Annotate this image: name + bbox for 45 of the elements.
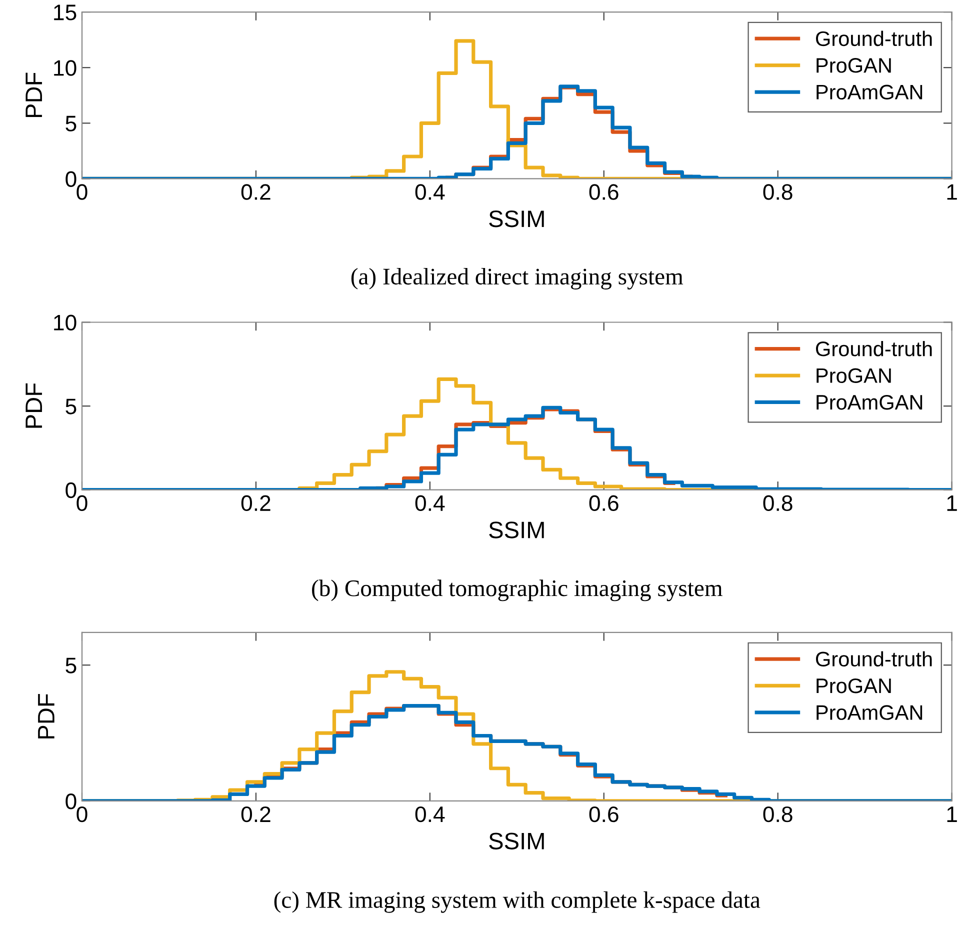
y-tick-label: 5 xyxy=(66,658,76,674)
y-axis-title: PDF xyxy=(26,72,42,118)
x-tick-label: 0.4 xyxy=(415,495,445,512)
x-axis-title: SSIM xyxy=(489,210,544,228)
legend-label: Ground-truth xyxy=(816,341,932,356)
legend-label: ProAmGAN xyxy=(816,705,922,720)
x-tick-label: 0.8 xyxy=(763,184,792,200)
legend-label: ProGAN xyxy=(816,368,891,384)
x-tick-label: 0.6 xyxy=(589,806,618,822)
x-tick-label: 1 xyxy=(947,496,957,511)
x-tick-label: 0.4 xyxy=(415,184,445,200)
x-tick-label: 0 xyxy=(76,184,88,200)
x-tick-label: 0.2 xyxy=(241,495,270,512)
x-tick-label: 1 xyxy=(947,184,957,200)
x-tick-label: 0.6 xyxy=(589,495,618,512)
x-tick-label: 0.4 xyxy=(415,806,445,822)
y-tick-label: 0 xyxy=(66,794,76,810)
y-axis-title: PDF xyxy=(26,383,42,428)
y-tick-label: 5 xyxy=(66,398,76,414)
y-tick-label: 0 xyxy=(66,482,76,498)
x-axis-title: SSIM xyxy=(489,832,544,850)
y-tick-label: 5 xyxy=(66,116,76,132)
legend-label: ProAmGAN xyxy=(816,394,922,410)
x-tick-label: 0 xyxy=(76,806,88,822)
legend-label: ProGAN xyxy=(816,58,891,73)
text: (b) Computed tomographic imaging system xyxy=(312,580,722,602)
y-tick-label: 10 xyxy=(54,314,76,331)
x-tick-label: 0 xyxy=(76,495,88,512)
text: (a) Idealized direct imaging system xyxy=(351,268,684,290)
legend-label: ProAmGAN xyxy=(816,84,922,100)
text: (c) MR imaging system with complete k-space data xyxy=(274,891,760,913)
y-tick-label: 10 xyxy=(54,60,76,76)
legend-label: Ground-truth xyxy=(816,30,932,46)
y-tick-label: 0 xyxy=(66,171,76,187)
legend-label: Ground-truth xyxy=(816,651,932,667)
x-tick-label: 0.2 xyxy=(241,806,270,822)
y-axis-title: PDF xyxy=(38,694,54,738)
y-tick-label: 15 xyxy=(54,4,76,20)
x-tick-label: 1 xyxy=(947,806,957,822)
x-tick-label: 0.6 xyxy=(589,184,618,200)
legend-label: ProGAN xyxy=(816,678,891,694)
x-tick-label: 0.8 xyxy=(763,495,792,512)
x-tick-label: 0.2 xyxy=(241,184,270,200)
x-tick-label: 0.8 xyxy=(763,806,792,822)
x-axis-title: SSIM xyxy=(489,522,544,538)
